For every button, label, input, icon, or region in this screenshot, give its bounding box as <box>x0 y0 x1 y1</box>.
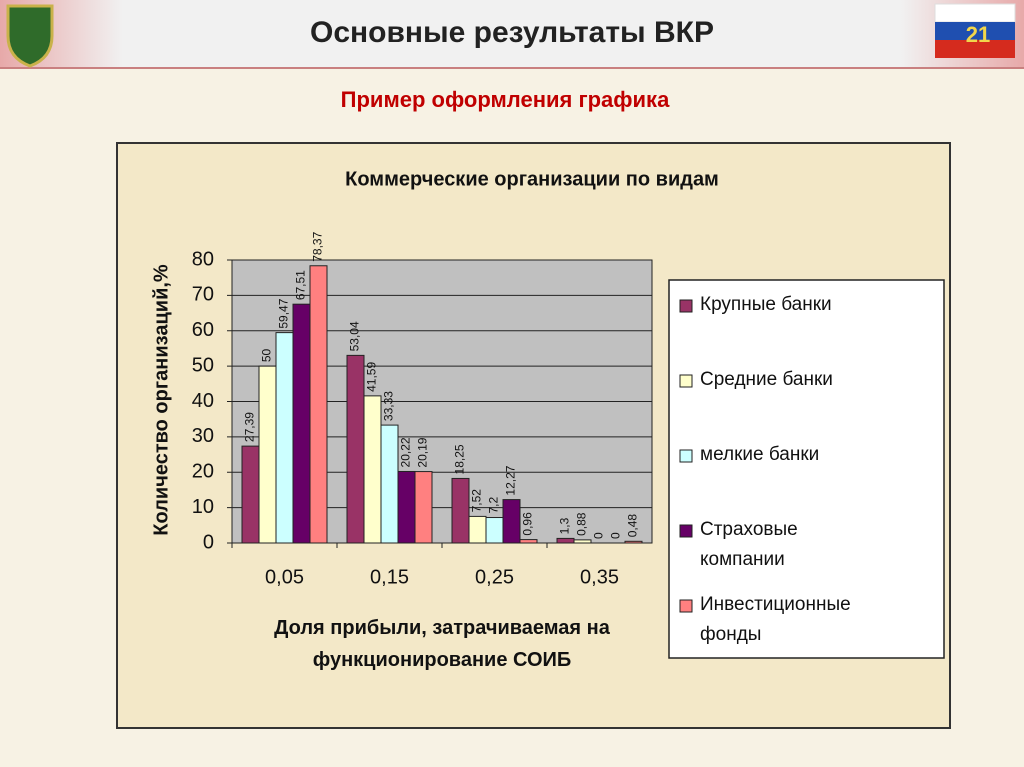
value-label: 0 <box>592 532 606 539</box>
bar <box>519 539 538 544</box>
bar <box>573 539 592 544</box>
bar <box>451 477 470 544</box>
value-label: 20,22 <box>399 437 413 467</box>
flag <box>934 3 1016 58</box>
y-tick-label: 0 <box>203 531 214 553</box>
bar <box>397 470 416 544</box>
legend-box <box>668 279 945 659</box>
bar <box>275 332 294 544</box>
legend-marker <box>679 599 693 613</box>
bar <box>624 540 643 544</box>
legend-entry-box: Страховые компании <box>700 519 798 570</box>
value-label: 27,39 <box>243 412 257 442</box>
y-tick-label: 50 <box>192 354 214 376</box>
bar <box>258 365 277 544</box>
header-bar <box>0 0 1024 68</box>
value-label: 0,48 <box>626 514 640 538</box>
y-axis-title: Количество организаций,% <box>150 264 172 536</box>
legend-entry-box: Инвестиционные фонды <box>700 594 851 645</box>
page-number: 21 <box>966 22 990 47</box>
legend-label: Инвестиционные фонды <box>700 594 851 645</box>
bar <box>363 395 382 544</box>
y-tick-label: 70 <box>192 284 214 306</box>
x-tick-label: 0,25 <box>475 566 514 588</box>
value-label: 1,3 <box>558 517 572 534</box>
legend-entry-box: Средние банки <box>700 369 833 390</box>
value-label: 0,88 <box>575 512 589 536</box>
y-tick-label: 40 <box>192 390 214 412</box>
bar <box>292 303 311 544</box>
value-label: 12,27 <box>504 465 518 495</box>
logo <box>6 4 54 68</box>
y-tick-label: 30 <box>192 425 214 447</box>
bar <box>380 424 399 544</box>
y-tick-label: 60 <box>192 319 214 341</box>
chart-title: Коммерческие организации по видам <box>345 168 719 190</box>
legend-marker <box>679 449 693 463</box>
value-label: 41,59 <box>365 362 379 392</box>
slide-subtitle: Пример оформления графика <box>341 87 670 112</box>
x-tick-label: 0,15 <box>370 566 409 588</box>
bar <box>309 265 328 544</box>
value-label: 78,37 <box>311 231 325 261</box>
bar <box>502 499 521 544</box>
legend-label: мелкие банки <box>700 444 820 465</box>
x-tick-label: 0,05 <box>265 566 304 588</box>
legend-entry-box: мелкие банки <box>700 444 820 465</box>
legend-label: Средние банки <box>700 369 833 390</box>
x-axis-title-box: Доля прибыли, затрачиваемая на функциони… <box>274 617 610 671</box>
value-label: 59,47 <box>277 298 291 328</box>
x-axis-title: Доля прибыли, затрачиваемая на функциони… <box>274 617 610 671</box>
bar <box>468 515 487 544</box>
value-label: 18,25 <box>453 444 467 474</box>
x-tick-label: 0,35 <box>580 566 619 588</box>
value-label: 0 <box>609 532 623 539</box>
value-label: 33,33 <box>382 391 396 421</box>
bar <box>241 445 260 544</box>
bar <box>556 537 575 544</box>
y-tick-label: 20 <box>192 461 214 483</box>
legend-entry-box: Крупные банки <box>700 294 832 315</box>
value-label: 0,96 <box>521 512 535 536</box>
value-label: 20,19 <box>416 437 430 467</box>
bar <box>485 517 504 544</box>
value-label: 50 <box>260 348 274 362</box>
y-tick-label: 10 <box>192 496 214 518</box>
bar <box>346 354 365 544</box>
legend-marker <box>679 299 693 313</box>
value-label: 7,52 <box>470 489 484 513</box>
legend-label: Крупные банки <box>700 294 832 315</box>
value-label: 67,51 <box>294 270 308 300</box>
value-label: 7,2 <box>487 497 501 514</box>
legend-label: Страховые компании <box>700 519 798 570</box>
value-label: 53,04 <box>348 321 362 351</box>
slide-title: Основные результаты ВКР <box>310 16 714 49</box>
legend-marker <box>679 524 693 538</box>
legend-marker <box>679 374 693 388</box>
bar <box>414 471 433 544</box>
y-tick-label: 80 <box>192 248 214 270</box>
